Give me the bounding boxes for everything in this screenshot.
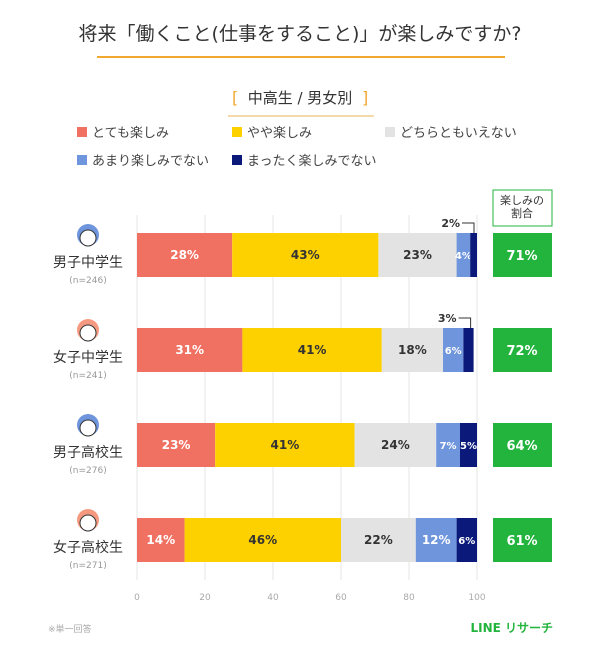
data-label: 28%: [170, 248, 199, 262]
leader-line: [462, 222, 475, 233]
bar-segment: [137, 518, 185, 562]
bar-segment: [215, 423, 355, 467]
bracket-right: ]: [362, 88, 368, 107]
footnote: ※単一回答: [48, 623, 92, 635]
total-label: 61%: [506, 534, 537, 549]
avatar-icon: [77, 414, 99, 437]
x-tick-label: 60: [335, 593, 347, 603]
total-box: [493, 233, 552, 277]
total-box: [493, 328, 552, 372]
x-tick-label: 40: [267, 593, 279, 603]
total-box: [493, 518, 552, 562]
data-label: 12%: [422, 533, 451, 547]
bar-segment: [456, 518, 477, 562]
sample-size: (n=271): [69, 561, 106, 571]
data-label: 3%: [438, 312, 457, 325]
bars: 男子中学生 (n=246) 28% 43% 23% 4% 2% 71% 女子中学生 (n=241)…: [53, 217, 552, 571]
data-label: 23%: [162, 438, 191, 452]
bar-segment: [436, 423, 460, 467]
sample-size: (n=246): [69, 276, 106, 286]
data-label: 23%: [403, 248, 432, 262]
bar-segment: [232, 233, 379, 277]
brand-logo: LINE リサーチ: [470, 621, 553, 635]
data-label: 18%: [398, 343, 427, 357]
x-tick-label: 20: [199, 593, 211, 603]
data-label: 43%: [291, 248, 320, 262]
data-label: 41%: [298, 343, 327, 357]
legend-swatch: [385, 127, 395, 137]
data-label: 5%: [460, 441, 477, 452]
bar-segment: [354, 423, 437, 467]
data-label: 4%: [455, 251, 472, 262]
bar-segment: [415, 518, 457, 562]
bar-segment: [341, 518, 416, 562]
category-label: 男子中学生: [53, 255, 123, 271]
category-label: 女子高校生: [53, 539, 123, 556]
data-label: 6%: [458, 536, 475, 547]
legend-swatch: [232, 127, 242, 137]
data-label: 14%: [146, 533, 175, 547]
data-label: 22%: [364, 533, 393, 547]
total-label: 72%: [506, 344, 537, 359]
leader-line: [458, 317, 472, 328]
bar-segment: [378, 233, 457, 277]
row: 男子中学生 (n=246) 28% 43% 23% 4% 2% 71%: [53, 217, 552, 286]
category-label: 男子高校生: [53, 444, 123, 461]
data-label: 46%: [248, 533, 277, 547]
row: 男子高校生 (n=276) 23% 41% 24% 7% 5% 64%: [53, 414, 552, 476]
data-label: 2%: [441, 217, 460, 230]
chart-title: 将来「働くこと(仕事をすること)」が楽しみですか?: [79, 23, 522, 45]
legend-label: とても楽しみ: [92, 125, 169, 141]
total-box: [493, 423, 552, 467]
sample-size: (n=241): [69, 371, 106, 381]
x-tick-label: 100: [468, 593, 485, 603]
data-label: 41%: [271, 438, 300, 452]
bar-segment: [137, 233, 233, 277]
chart-subtitle: 中高生 / 男女別: [248, 89, 353, 107]
x-tick-label: 0: [134, 593, 140, 603]
bracket-left: [: [232, 88, 238, 107]
legend-label: どちらともいえない: [400, 126, 517, 141]
legend-swatch: [77, 155, 87, 165]
x-tick-label: 80: [403, 593, 415, 603]
avatar-icon: [77, 224, 99, 247]
bar-segment: [137, 423, 216, 467]
data-label: 31%: [175, 343, 204, 357]
legend-swatch: [232, 155, 242, 165]
data-label: 7%: [440, 441, 457, 452]
legend-label: あまり楽しみでない: [92, 153, 209, 169]
legend-label: まったく楽しみでない: [247, 153, 376, 169]
total-header: 楽しみの割合: [500, 194, 544, 220]
data-label: 24%: [381, 438, 410, 452]
bar-segment: [460, 423, 477, 467]
bar-segment: [242, 328, 382, 372]
bar-segment: [470, 233, 477, 277]
legend-swatch: [77, 127, 87, 137]
total-label: 64%: [506, 439, 537, 454]
row: 女子高校生 (n=271) 14% 46% 22% 12% 6% 61%: [53, 509, 552, 571]
avatar-icon: [77, 509, 99, 532]
bar-segment: [463, 328, 474, 372]
bar-segment: [184, 518, 341, 562]
avatar-icon: [77, 319, 99, 342]
bar-segment: [456, 233, 471, 277]
data-label: 6%: [445, 346, 462, 357]
row: 女子中学生 (n=241) 31% 41% 18% 6% 3% 72%: [53, 312, 552, 381]
sample-size: (n=276): [69, 466, 106, 476]
bar-segment: [137, 328, 243, 372]
legend-label: やや楽しみ: [247, 125, 312, 141]
total-label: 71%: [506, 249, 537, 264]
total-header-box: [492, 189, 553, 227]
bar-segment: [443, 328, 464, 372]
category-label: 女子中学生: [53, 349, 123, 366]
bar-segment: [381, 328, 443, 372]
